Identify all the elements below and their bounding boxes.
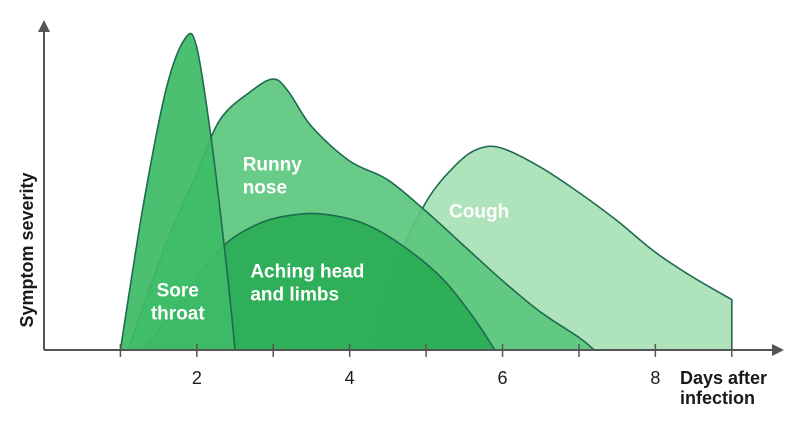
series-areas — [119, 32, 733, 351]
y-axis-label: Symptom severity — [17, 172, 37, 327]
x-axis-label: Days after infection — [680, 368, 772, 408]
x-ticks: 2 4 6 8 — [119, 344, 733, 388]
x-axis-label-line-2: infection — [680, 388, 755, 408]
curve-label-sore-throat: Sore throat — [151, 280, 206, 324]
axes — [38, 20, 784, 356]
y-axis-arrow — [38, 20, 50, 32]
x-tick-label: 2 — [192, 368, 202, 388]
series-area-sore-throat — [119, 32, 236, 351]
x-axis-arrow — [772, 344, 784, 356]
x-tick-label: 4 — [345, 368, 355, 388]
curve-label-cough: Cough — [449, 202, 509, 223]
x-axis-label-line-1: Days after — [680, 368, 767, 388]
curve-label-line: Aching head — [250, 262, 364, 283]
curve-label-line: nose — [243, 177, 287, 198]
curve-label-line: Sore — [157, 280, 199, 301]
x-tick-label: 8 — [650, 368, 660, 388]
curve-label-aching-head-and-limbs: Aching head and limbs — [250, 262, 364, 306]
curve-labels: Cough Runny nose Aching head and limbs Sore th… — [151, 154, 509, 324]
curve-label-line: Runny — [243, 154, 303, 175]
curve-label-line: Cough — [449, 202, 509, 223]
curve-label-runny-nose: Runny nose — [243, 154, 303, 198]
curve-label-line: throat — [151, 303, 206, 324]
x-tick-label: 6 — [498, 368, 508, 388]
curve-label-line: and limbs — [250, 285, 339, 306]
